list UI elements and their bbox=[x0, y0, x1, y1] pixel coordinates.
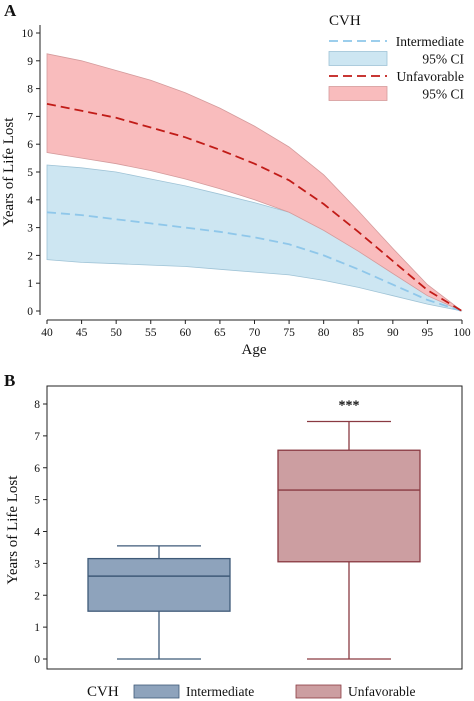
x-tick-label: 90 bbox=[387, 327, 399, 339]
legend-title: CVH bbox=[87, 684, 119, 700]
legend-label: Intermediate bbox=[396, 34, 464, 49]
legend-b: CVH Intermediate Unfavorable bbox=[87, 684, 415, 700]
y-tick-label: 8 bbox=[27, 84, 33, 96]
x-tick-label: 85 bbox=[353, 327, 365, 339]
x-tick-label: 70 bbox=[249, 327, 261, 339]
x-tick-label: 75 bbox=[283, 327, 295, 339]
x-tick-label: 80 bbox=[318, 327, 330, 339]
y-tick-label: 1 bbox=[34, 622, 40, 634]
ci-band-0 bbox=[46, 164, 463, 312]
box-intermediate bbox=[87, 545, 231, 660]
x-tick-label: 50 bbox=[110, 327, 122, 339]
x-tick-label: 60 bbox=[180, 327, 192, 339]
y-tick-label: 0 bbox=[27, 306, 33, 318]
legend-label: Unfavorable bbox=[348, 684, 415, 699]
y-tick-label: 0 bbox=[34, 654, 40, 666]
y-axis-title: Years of Life Lost bbox=[1, 117, 17, 227]
y-tick-label: 1 bbox=[27, 278, 33, 290]
legend-title: CVH bbox=[329, 13, 361, 29]
y-tick-label: 2 bbox=[34, 590, 40, 602]
box-unfavorable: *** bbox=[277, 399, 421, 660]
legend-swatch-box bbox=[328, 86, 388, 101]
legend-label: 95% CI bbox=[422, 87, 464, 102]
legend-label: Unfavorable bbox=[397, 69, 464, 84]
iqr-box bbox=[277, 449, 421, 563]
y-tick-label: 5 bbox=[27, 167, 33, 179]
y-tick-label: 3 bbox=[27, 223, 33, 235]
x-tick-label: 65 bbox=[214, 327, 226, 339]
legend-swatch-unfavorable bbox=[295, 684, 342, 699]
y-tick-label: 8 bbox=[34, 399, 40, 411]
y-tick-label: 5 bbox=[34, 495, 40, 507]
x-tick-label: 100 bbox=[453, 327, 471, 339]
iqr-box bbox=[87, 557, 231, 612]
legend-a: CVH Intermediate 95% CI Unfavorable 95% CI bbox=[328, 13, 465, 102]
ci-band-1 bbox=[46, 53, 463, 312]
legend-swatch-intermediate bbox=[133, 684, 180, 699]
legend-label: Intermediate bbox=[186, 684, 254, 699]
y-tick-label: 10 bbox=[22, 28, 34, 40]
y-axis-title: Years of Life Lost bbox=[5, 475, 21, 585]
x-axis-title: Age bbox=[242, 342, 267, 358]
panel-b-label: B bbox=[4, 371, 15, 390]
y-tick-label: 4 bbox=[34, 527, 40, 539]
y-tick-label: 6 bbox=[34, 463, 40, 475]
y-tick-label: 9 bbox=[27, 56, 33, 68]
x-tick-label: 55 bbox=[145, 327, 157, 339]
y-tick-label: 6 bbox=[27, 139, 33, 151]
y-tick-label: 7 bbox=[27, 111, 33, 123]
series-line-intermediate bbox=[46, 211, 463, 312]
panel-a-label: A bbox=[4, 1, 17, 20]
y-tick-label: 4 bbox=[27, 195, 33, 207]
y-tick-label: 7 bbox=[34, 431, 40, 443]
y-tick-label: 3 bbox=[34, 558, 40, 570]
panel-b-chart: 0 1 2 3 4 5 6 7 8 Years of Life Lost *** CVH Interme… bbox=[5, 385, 463, 700]
legend-swatch-box bbox=[328, 51, 388, 66]
plot-frame bbox=[46, 385, 463, 670]
x-tick-label: 95 bbox=[422, 327, 434, 339]
series-line-unfavorable bbox=[46, 103, 463, 312]
y-tick-label: 2 bbox=[27, 250, 33, 262]
x-tick-label: 40 bbox=[41, 327, 53, 339]
x-tick-label: 45 bbox=[76, 327, 88, 339]
legend-label: 95% CI bbox=[422, 52, 464, 67]
significance-marker: *** bbox=[339, 399, 360, 414]
